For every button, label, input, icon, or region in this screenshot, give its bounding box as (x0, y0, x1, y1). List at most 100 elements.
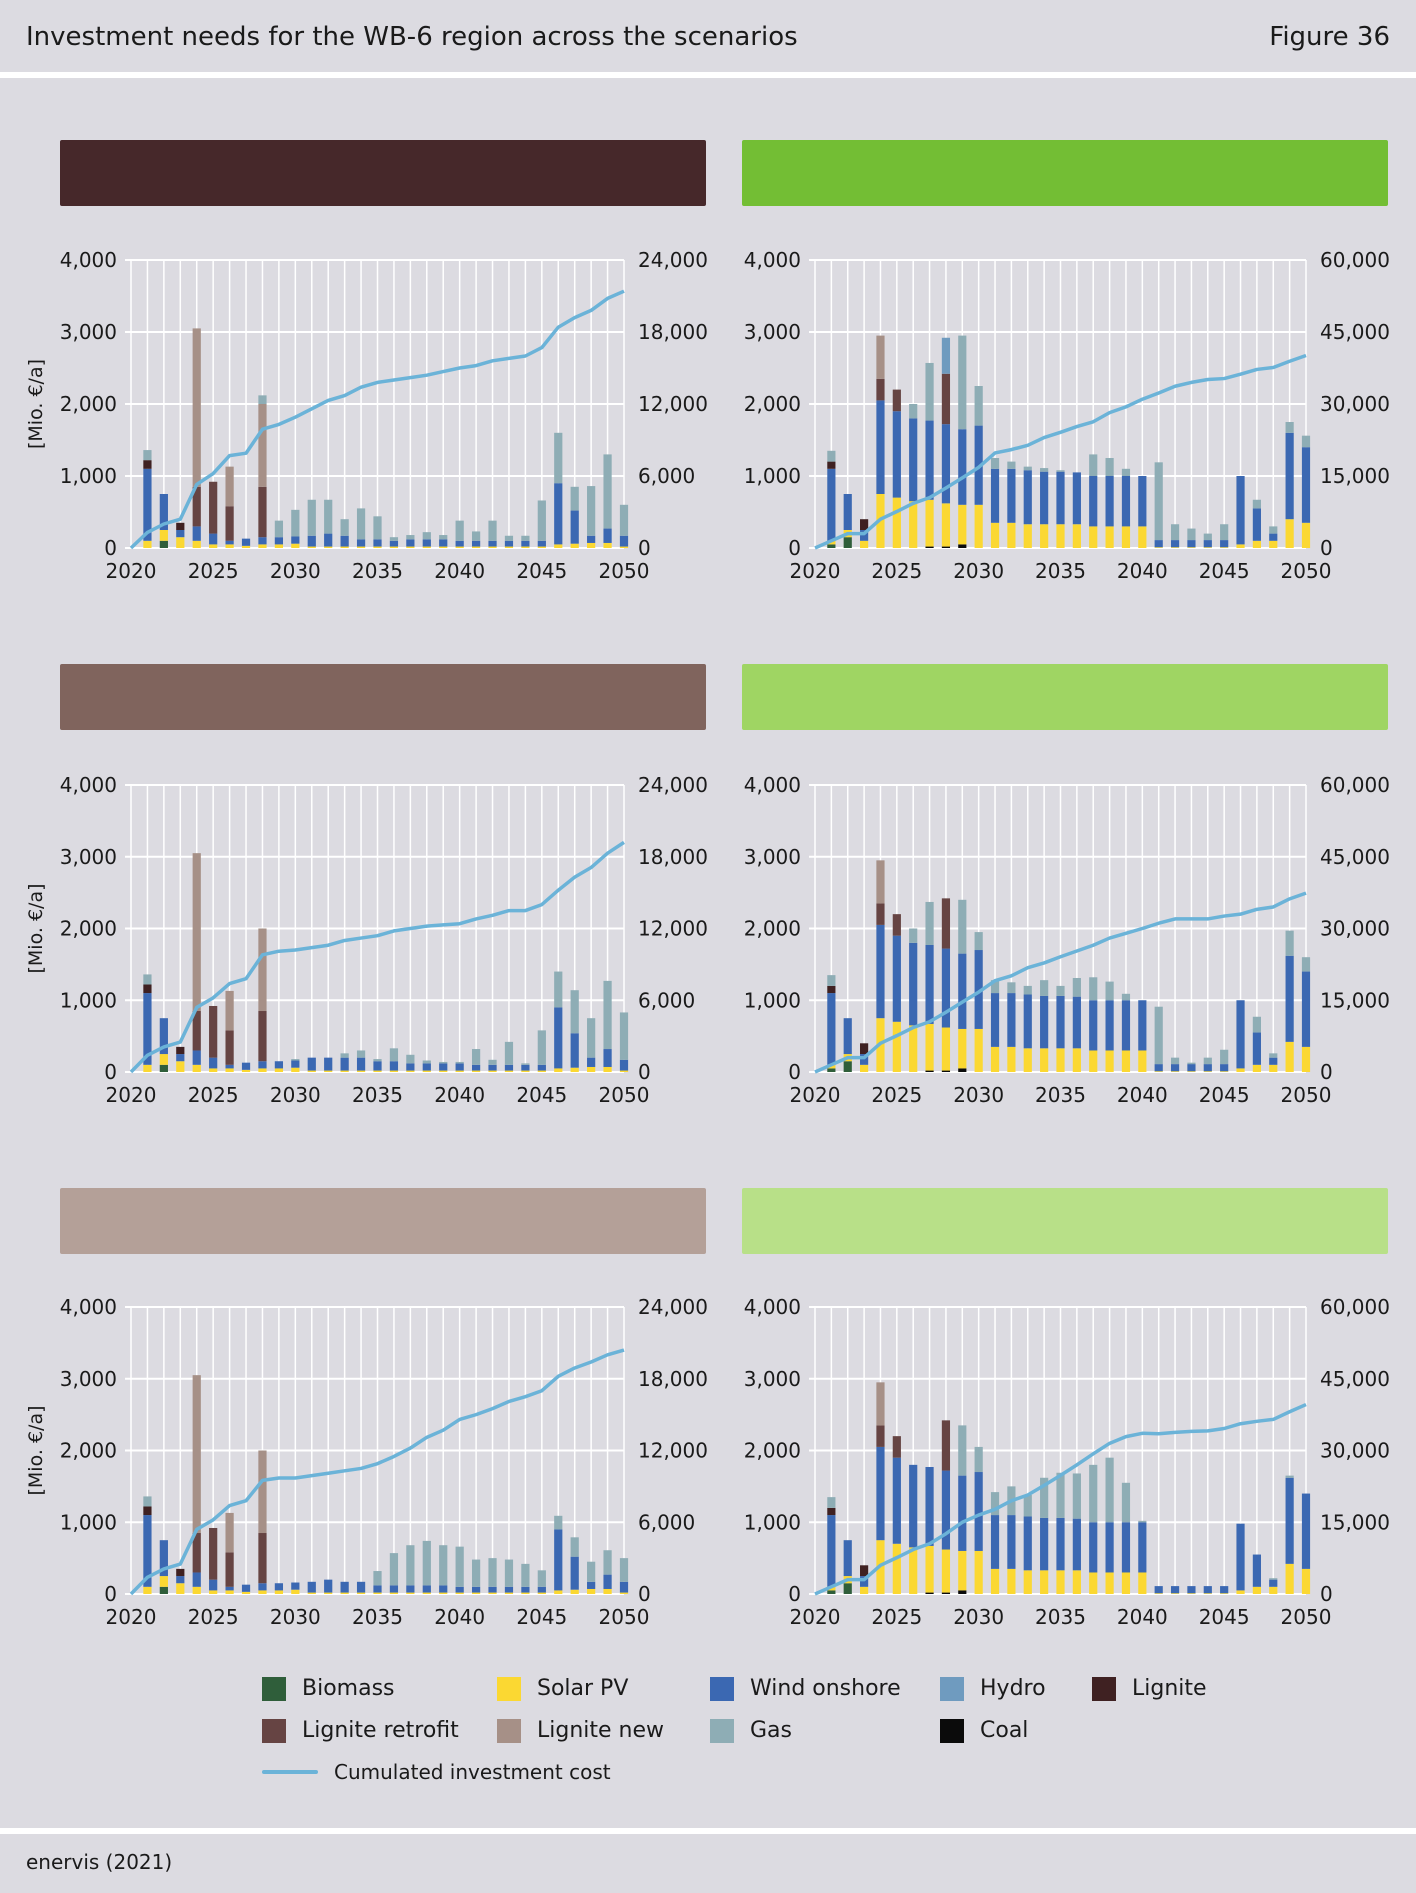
bar-segment-solar-pv (422, 546, 431, 548)
bar-segment-solar-pv (192, 1586, 201, 1594)
bar-segment-solar-pv (1203, 1071, 1212, 1072)
bar-segment-gas (570, 990, 579, 1034)
bar-segment-solar-pv (1138, 1572, 1147, 1594)
y-tick-label: 0 (104, 1060, 117, 1084)
bar-segment-wind-onshore (941, 948, 951, 1028)
bar-segment-wind-onshore (521, 540, 530, 547)
x-tick-label: 2040 (1117, 1083, 1168, 1107)
bar-segment-solar-pv (1269, 540, 1278, 548)
bar-segment-solar-pv (143, 1064, 152, 1072)
bar-segment-gas (554, 1515, 563, 1530)
legend-item: Wind onshore (710, 1676, 901, 1701)
bar-segment-solar-pv (892, 497, 901, 548)
y2-tick-label: 0 (638, 536, 651, 560)
bar-segment-wind-onshore (389, 1585, 399, 1593)
bar-segment-wind-onshore (843, 1540, 852, 1577)
bar-segment-wind-onshore (389, 540, 399, 547)
bar-segment-solar-pv (619, 1592, 629, 1594)
bar-segment-wind-onshore (1040, 1517, 1049, 1571)
bar-segment-wind-onshore (990, 1515, 1000, 1569)
bar-segment-solar-pv (554, 544, 563, 548)
bar-segment-solar-pv (1236, 544, 1245, 548)
y2-tick-label: 45,000 (1320, 320, 1390, 344)
bar-segment-wind-onshore (603, 528, 612, 543)
y2-tick-label: 45,000 (1320, 845, 1390, 869)
bar-segment-solar-pv (258, 1590, 267, 1594)
y-tick-label: 1,000 (744, 988, 801, 1012)
bar-segment-solar-pv (241, 1591, 251, 1594)
bar-segment-wind-onshore (909, 418, 918, 502)
bar-segment-solar-pv (324, 1070, 333, 1072)
bar-segment-gas (340, 1053, 349, 1058)
bar-segment-gas (439, 535, 448, 540)
bar-segment-biomass (159, 540, 168, 548)
bar-segment-solar-pv (159, 530, 168, 541)
x-tick-label: 2025 (188, 1605, 239, 1629)
bar-segment-gas (521, 535, 530, 541)
bar-segment-solar-pv (1170, 1071, 1180, 1072)
bar-segment-wind-onshore (455, 1586, 464, 1593)
bar-segment-wind-onshore (488, 1586, 497, 1593)
bar-segment-wind-onshore (1072, 996, 1081, 1049)
footer-rule (0, 1828, 1416, 1834)
bar-segment-gas (373, 1059, 382, 1062)
bar-segment-solar-pv (291, 1067, 300, 1072)
bar-segment-wind-onshore (1236, 1000, 1245, 1069)
bar-segment-gas (827, 975, 836, 986)
bar-segment-gas (488, 1059, 497, 1065)
y2-tick-label: 30,000 (1320, 917, 1390, 941)
bar-segment-gas (1023, 466, 1032, 471)
bar-segment-solar-pv (1040, 1570, 1049, 1594)
bar-segment-lignite-retrofit (192, 486, 201, 527)
legend-label: Cumulated investment cost (334, 1760, 611, 1784)
bar-segment-solar-pv (1121, 1572, 1131, 1594)
bar-segment-wind-onshore (422, 539, 431, 547)
bar-segment-wind-onshore (958, 429, 967, 505)
bar-segment-gas (1203, 533, 1212, 541)
bar-segment-solar-pv (1220, 1593, 1229, 1594)
bar-segment-gas (974, 932, 983, 951)
bar-segment-gas (422, 1540, 431, 1586)
bar-segment-solar-pv (192, 540, 201, 548)
bar-segment-gas (554, 971, 563, 1008)
bar-segment-gas (1285, 422, 1294, 433)
bar-segment-wind-onshore (192, 526, 201, 541)
bar-segment-wind-onshore (1007, 1515, 1016, 1569)
bar-segment-solar-pv (504, 1592, 514, 1594)
bar-segment-gas (1203, 1057, 1212, 1065)
bar-segment-solar-pv (143, 1586, 152, 1594)
x-tick-label: 2020 (106, 1605, 157, 1629)
y2-tick-label: 30,000 (1320, 392, 1390, 416)
bar-segment-wind-onshore (537, 1064, 546, 1071)
bar-segment-gas (1105, 981, 1114, 1001)
bar-segment-solar-pv (1301, 1046, 1311, 1072)
bar-segment-lignite-new (876, 335, 885, 379)
cumulative-line (814, 1402, 1307, 1596)
bar-segment-solar-pv (941, 1549, 951, 1593)
bar-segment-wind-onshore (455, 540, 464, 547)
bar-segment-gas (974, 1446, 983, 1473)
header-rule (0, 72, 1416, 78)
bar-segment-solar-pv (1252, 1586, 1261, 1594)
bar-segment-hydro (941, 337, 951, 374)
y-tick-label: 1,000 (60, 464, 117, 488)
bar-segment-solar-pv (554, 1068, 563, 1072)
y-tick-label: 3,000 (60, 845, 117, 869)
bar-segment-solar-pv (307, 1070, 316, 1072)
bar-segment-wind-onshore (406, 1063, 415, 1071)
bar-segment-solar-pv (537, 546, 546, 548)
bar-segment-wind-onshore (274, 1583, 284, 1591)
bar-segment-solar-pv (1023, 524, 1032, 548)
bar-segment-solar-pv (1187, 1593, 1196, 1594)
bar-segment-solar-pv (356, 1592, 366, 1594)
bar-segment-wind-onshore (1007, 468, 1016, 523)
bar-segment-solar-pv (860, 1064, 869, 1072)
bar-segment-gas (488, 520, 497, 541)
y-tick-label: 2,000 (744, 1439, 801, 1463)
bar-segment-gas (958, 335, 967, 430)
bar-segment-wind-onshore (471, 1064, 481, 1071)
bar-segment-wind-onshore (1105, 476, 1114, 527)
bar-segment-wind-onshore (570, 1556, 579, 1590)
bar-segment-lignite-new (225, 990, 234, 1031)
bar-segment-wind-onshore (1269, 1057, 1278, 1065)
